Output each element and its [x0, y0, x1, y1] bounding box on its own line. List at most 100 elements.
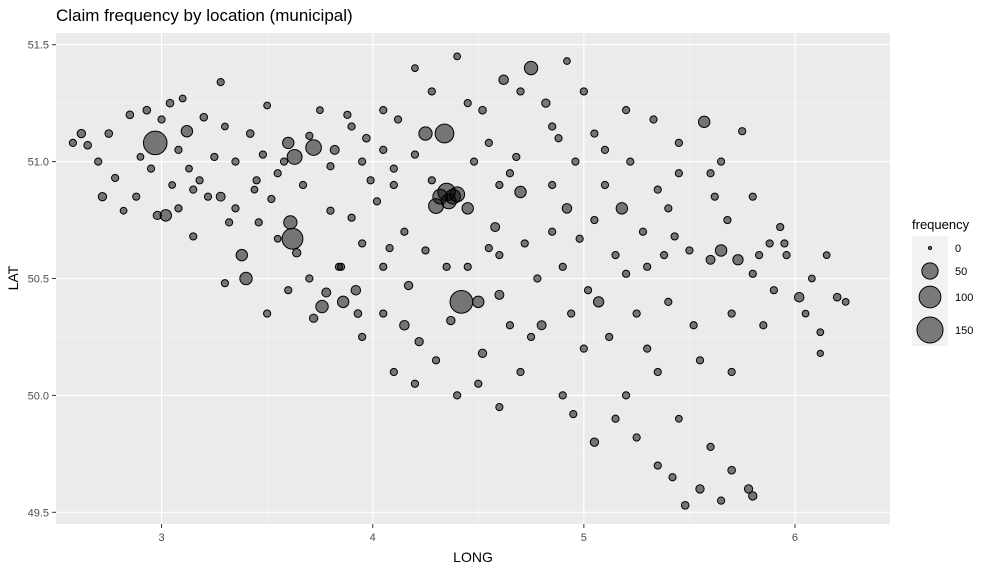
- data-point: [727, 309, 736, 318]
- data-point: [350, 284, 362, 296]
- data-point: [353, 309, 363, 318]
- data-point: [263, 309, 272, 318]
- data-point: [446, 315, 456, 326]
- data-point: [94, 157, 103, 166]
- data-point: [142, 130, 168, 156]
- data-point: [136, 153, 145, 161]
- data-point: [670, 232, 679, 241]
- data-point: [250, 185, 259, 194]
- data-point: [567, 309, 576, 318]
- data-point: [104, 129, 114, 138]
- data-point: [389, 367, 398, 377]
- data-point: [664, 297, 673, 306]
- data-point: [659, 251, 669, 260]
- data-point: [748, 192, 757, 201]
- data-point: [590, 215, 599, 225]
- data-point: [68, 138, 77, 147]
- legend-key: [916, 316, 944, 344]
- data-point: [832, 292, 842, 302]
- data-point: [674, 414, 683, 423]
- data-point: [286, 148, 303, 165]
- data-point: [674, 169, 683, 178]
- data-point: [258, 150, 268, 159]
- data-point: [626, 157, 635, 166]
- legend-label: 100: [955, 292, 973, 304]
- data-point: [76, 128, 86, 139]
- data-point: [727, 367, 736, 377]
- data-point: [484, 244, 493, 253]
- data-point: [157, 115, 166, 124]
- data-point: [705, 254, 716, 265]
- data-point: [189, 185, 198, 194]
- data-point: [621, 106, 631, 115]
- data-point: [695, 356, 705, 365]
- data-point: [282, 136, 295, 150]
- legend-key: [928, 246, 932, 250]
- data-point: [461, 202, 474, 215]
- data-point: [453, 391, 462, 400]
- data-points: [68, 52, 850, 510]
- data-point: [808, 274, 816, 283]
- data-point: [615, 202, 629, 215]
- data-point: [776, 222, 785, 232]
- data-point: [822, 251, 831, 259]
- data-point: [210, 152, 219, 162]
- data-point: [427, 87, 436, 96]
- data-point: [239, 271, 253, 286]
- data-point: [653, 367, 662, 377]
- data-point: [174, 204, 183, 213]
- data-point: [611, 414, 620, 423]
- y-tick-label: 51.5: [28, 40, 49, 52]
- data-point: [554, 134, 563, 143]
- data-point: [685, 246, 694, 255]
- data-point: [343, 110, 352, 119]
- grid-lines: [56, 33, 890, 524]
- data-point: [548, 180, 557, 190]
- data-point: [769, 286, 778, 295]
- data-point: [516, 87, 525, 96]
- data-point: [748, 269, 757, 278]
- data-point: [379, 309, 388, 318]
- legend-label: 150: [955, 325, 973, 337]
- data-point: [379, 106, 388, 115]
- data-point: [203, 192, 213, 201]
- data-point: [621, 269, 631, 278]
- data-point: [358, 239, 367, 248]
- data-point: [723, 215, 732, 225]
- data-point: [125, 110, 135, 120]
- data-point: [583, 286, 593, 295]
- data-point: [495, 402, 504, 412]
- data-point: [716, 157, 726, 166]
- data-point: [254, 218, 263, 227]
- data-point: [308, 313, 319, 323]
- data-point: [298, 180, 308, 190]
- data-point: [393, 115, 403, 124]
- data-point: [273, 169, 282, 178]
- legend-key: [918, 285, 942, 309]
- data-point: [189, 232, 198, 241]
- data-point: [505, 169, 515, 178]
- data-point: [329, 144, 340, 155]
- y-axis: 49.5 50.0 50.5 51.0 51.5: [28, 40, 56, 519]
- data-point: [494, 289, 505, 300]
- data-point: [453, 52, 462, 61]
- data-point: [431, 356, 441, 365]
- data-point: [414, 336, 424, 347]
- data-point: [97, 192, 108, 202]
- data-point: [632, 433, 641, 442]
- data-point: [267, 194, 276, 204]
- x-tick-label: 3: [159, 532, 165, 544]
- data-point: [478, 105, 487, 115]
- data-point: [563, 57, 571, 65]
- data-point: [600, 180, 610, 190]
- data-point: [449, 186, 466, 203]
- data-point: [199, 112, 209, 122]
- data-point: [472, 295, 485, 309]
- data-point: [505, 321, 515, 330]
- data-point: [358, 332, 367, 342]
- data-point: [727, 465, 736, 475]
- data-point: [220, 279, 230, 288]
- data-point: [225, 218, 234, 227]
- data-point: [816, 349, 824, 357]
